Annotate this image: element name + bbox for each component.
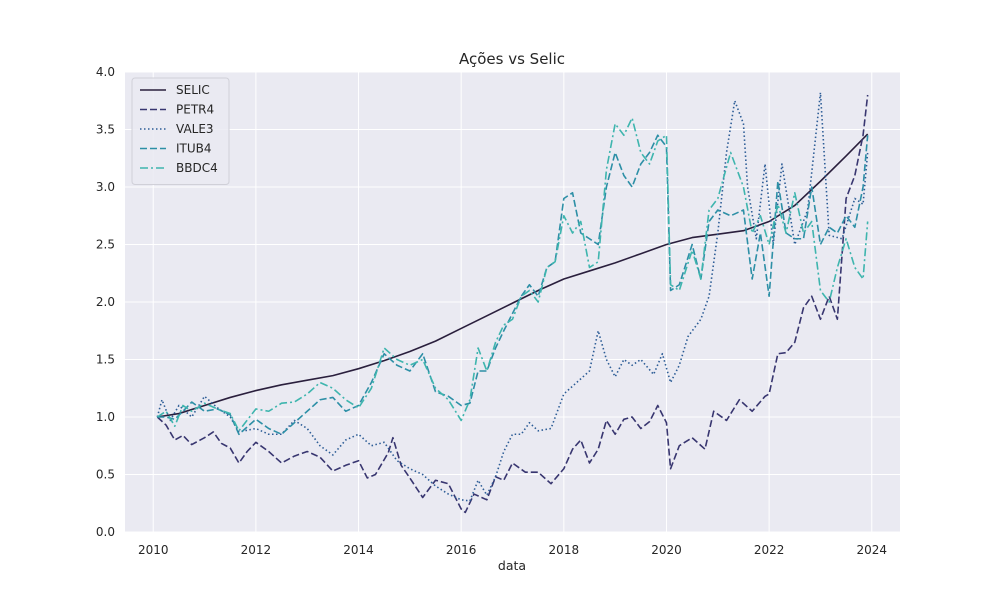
legend-label-selic: SELIC: [176, 83, 210, 97]
grid: [125, 71, 900, 533]
series-layer: [156, 91, 869, 514]
chart-title: Ações vs Selic: [459, 50, 565, 68]
x-tick-label: 2010: [138, 543, 169, 557]
y-tick-label: 0.5: [96, 468, 115, 482]
series-line-petr4: [156, 94, 869, 514]
y-tick-label: 3.0: [96, 180, 115, 194]
x-tick-label: 2018: [549, 543, 580, 557]
series-line-vale3: [156, 91, 869, 502]
x-axis: 2010 2012 2014 2016 2018 2020 2022 2024: [138, 543, 887, 557]
legend-label-vale3: VALE3: [176, 122, 214, 136]
legend-label-bbdc4: BBDC4: [176, 161, 218, 175]
x-tick-label: 2016: [446, 543, 477, 557]
y-axis: 0.0 0.5 1.0 1.5 2.0 2.5 3.0 3.5 4.0: [96, 65, 115, 539]
legend-label-itub4: ITUB4: [176, 142, 212, 156]
legend-frame: [131, 77, 230, 185]
x-tick-label: 2024: [856, 543, 887, 557]
legend: SELIC PETR4 VALE3 ITUB4 BBDC4: [131, 77, 230, 185]
y-tick-label: 3.5: [96, 123, 115, 137]
y-tick-label: 2.5: [96, 238, 115, 252]
legend-label-petr4: PETR4: [176, 103, 214, 117]
y-tick-label: 1.0: [96, 410, 115, 424]
x-tick-label: 2020: [651, 543, 682, 557]
series-line-selic: [157, 133, 869, 418]
y-tick-label: 2.0: [96, 295, 115, 309]
x-tick-label: 2022: [754, 543, 785, 557]
x-tick-label: 2014: [343, 543, 374, 557]
x-axis-label: data: [498, 558, 526, 573]
y-tick-label: 1.5: [96, 353, 115, 367]
x-tick-label: 2012: [241, 543, 272, 557]
y-tick-label: 0.0: [96, 525, 115, 539]
series-line-bbdc4: [156, 117, 869, 432]
series-line-itub4: [157, 134, 869, 436]
y-tick-label: 4.0: [96, 65, 115, 79]
